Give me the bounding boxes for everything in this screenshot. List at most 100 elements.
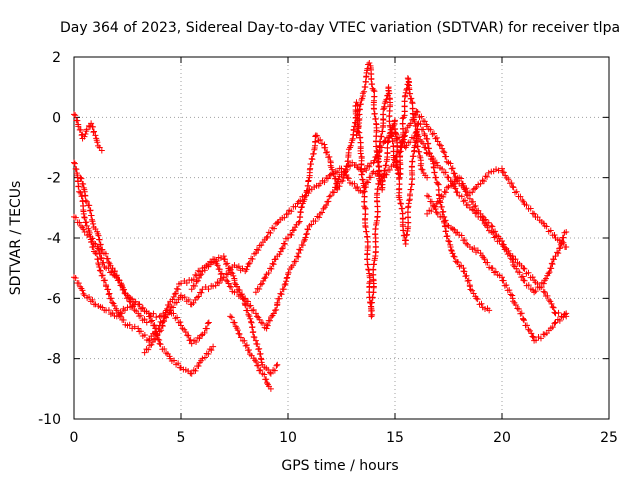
trace-h-point xyxy=(256,286,263,293)
trace-b-point xyxy=(204,320,211,327)
trace-c-point xyxy=(187,370,194,377)
trace-d-point xyxy=(281,282,288,289)
trace-g-point xyxy=(479,177,486,184)
trace-l-point xyxy=(141,316,148,323)
trace-i-point xyxy=(403,232,410,239)
trace-i-point xyxy=(381,167,388,174)
trace-b-point xyxy=(131,323,138,330)
trace-e-point xyxy=(178,280,184,287)
trace-i-point xyxy=(372,138,379,145)
trace-d-point xyxy=(318,209,325,216)
trace-i-point xyxy=(432,174,439,181)
trace-j-point xyxy=(463,240,470,247)
trace-i-point xyxy=(438,203,445,210)
trace-b-point xyxy=(182,329,189,336)
trace-d-point xyxy=(484,224,491,231)
trace-l-point xyxy=(97,241,104,248)
trace-k-point xyxy=(452,178,459,185)
trace-j-point xyxy=(503,282,510,289)
chart-title: Day 364 of 2023, Sidereal Day-to-day VTE… xyxy=(60,20,620,36)
trace-g-point xyxy=(543,223,550,230)
trace-h-point xyxy=(362,205,369,212)
trace-h-point xyxy=(399,120,406,127)
trace-i-point xyxy=(435,181,442,188)
trace-d-point xyxy=(252,310,259,317)
trace-g-point xyxy=(413,108,420,115)
trace-h-point xyxy=(361,193,368,200)
trace-d-point xyxy=(118,310,125,317)
trace-k-point xyxy=(536,284,543,291)
trace-d-point xyxy=(205,286,212,293)
trace-i-point xyxy=(370,87,377,94)
trace-e-point xyxy=(229,270,236,277)
trace-h-point xyxy=(314,132,321,139)
trace-b-point xyxy=(73,166,80,173)
trace-l-point xyxy=(112,273,119,280)
trace-g-point xyxy=(193,278,200,285)
trace-e-point xyxy=(230,272,237,279)
trace-d-point xyxy=(303,230,310,237)
trace-d-point xyxy=(529,274,536,281)
trace-e-point xyxy=(239,291,246,298)
trace-c-point xyxy=(97,255,104,262)
trace-d-point xyxy=(250,306,257,313)
trace-e-point xyxy=(170,293,177,300)
trace-i-point xyxy=(428,153,435,160)
trace-g-point xyxy=(285,210,291,217)
trace-h-point xyxy=(416,148,423,155)
trace-j-point xyxy=(561,311,568,318)
trace-h-point xyxy=(277,248,284,255)
trace-i-point xyxy=(486,307,493,314)
trace-d-point xyxy=(247,302,254,309)
trace-g-point xyxy=(365,179,372,186)
trace-g-point xyxy=(484,173,491,180)
trace-b-point xyxy=(92,250,99,257)
trace-g-point xyxy=(227,266,234,273)
trace-c-point xyxy=(110,271,117,278)
trace-i-point xyxy=(406,191,413,198)
trace-f-point xyxy=(261,371,268,378)
trace-c-point xyxy=(90,240,97,247)
trace-d-point xyxy=(254,313,261,320)
trace-c-point xyxy=(195,362,202,369)
trace-e-point xyxy=(271,367,278,374)
trace-b-point xyxy=(188,340,195,347)
trace-i-point xyxy=(417,121,424,128)
trace-d-point xyxy=(295,250,302,257)
trace-i-point xyxy=(462,273,469,280)
trace-e-point xyxy=(256,345,263,352)
trace-h-point xyxy=(332,175,339,182)
trace-g-point xyxy=(441,149,448,156)
trace-d-point xyxy=(312,218,319,225)
trace-d-point xyxy=(540,288,547,295)
trace-h-point xyxy=(408,95,415,102)
trace-d-point xyxy=(276,295,283,302)
trace-f-point xyxy=(236,331,243,338)
trace-i-point xyxy=(384,145,391,152)
trace-g-point xyxy=(418,113,425,120)
trace-b-point xyxy=(71,160,78,167)
trace-g-point xyxy=(217,271,224,278)
trace-k-point xyxy=(444,184,451,191)
trace-g-point xyxy=(509,183,516,190)
trace-k-point xyxy=(509,259,516,266)
trace-e-point xyxy=(267,370,274,377)
trace-h-point xyxy=(303,187,310,194)
trace-a-point xyxy=(89,123,96,130)
trace-h-point xyxy=(289,227,296,234)
trace-c-point xyxy=(97,250,104,257)
trace-i-point xyxy=(362,84,369,91)
trace-j-point xyxy=(439,213,446,220)
x-tick-label: 25 xyxy=(600,430,618,446)
trace-f-point xyxy=(241,337,248,344)
trace-k-point xyxy=(513,265,520,272)
trace-i-point xyxy=(463,272,470,279)
trace-h-point xyxy=(267,265,274,272)
trace-g-point xyxy=(188,286,195,293)
trace-b-point xyxy=(141,332,148,339)
trace-a-point xyxy=(90,129,97,136)
trace-g-point xyxy=(469,189,476,196)
trace-h-point xyxy=(357,134,364,141)
trace-d-point xyxy=(544,292,551,299)
trace-j-point xyxy=(506,287,513,294)
